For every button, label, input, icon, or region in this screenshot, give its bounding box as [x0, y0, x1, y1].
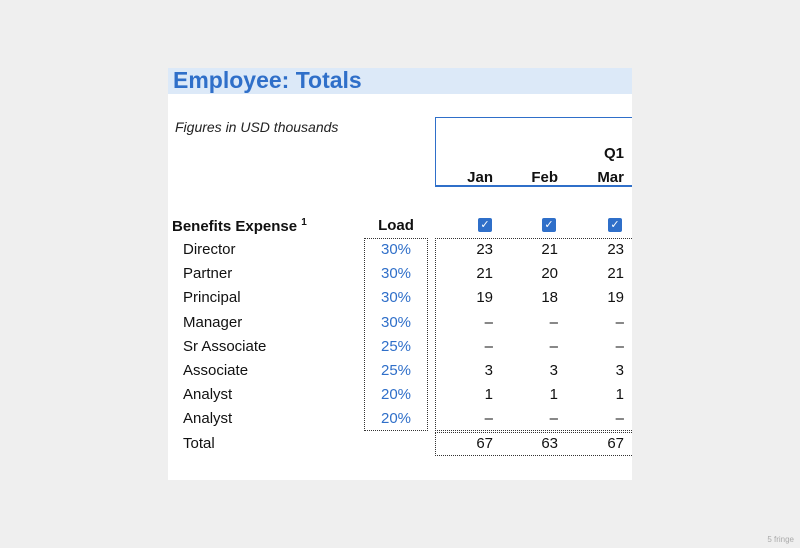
value-cell[interactable]: 3 [549, 362, 558, 379]
value-cell[interactable]: 21 [541, 241, 558, 258]
value-cell[interactable]: – [484, 410, 493, 427]
row-label: Director [183, 241, 236, 258]
value-cell[interactable]: 18 [541, 289, 558, 306]
worksheet-area [168, 68, 632, 480]
row-label: Sr Associate [183, 338, 267, 355]
total-range [435, 432, 632, 456]
load-input-cell[interactable]: 25% [380, 362, 412, 379]
value-cell[interactable]: – [615, 338, 624, 355]
period-header-box [435, 117, 632, 187]
value-cell[interactable]: 3 [484, 362, 493, 379]
value-cell[interactable]: – [549, 314, 558, 331]
load-input-cell[interactable]: 20% [380, 386, 412, 403]
units-note: Figures in USD thousands [175, 119, 339, 135]
value-cell[interactable]: 19 [476, 289, 493, 306]
section-title: Benefits Expense 1 [172, 217, 307, 235]
load-input-cell[interactable]: 30% [380, 314, 412, 331]
checkbox-feb[interactable]: ✓ [542, 218, 556, 232]
load-input-cell[interactable]: 30% [380, 241, 412, 258]
month-mar-header: Mar [597, 169, 624, 186]
value-cell[interactable]: – [549, 410, 558, 427]
row-label: Analyst [183, 410, 233, 427]
section-title-text: Benefits Expense [172, 218, 298, 235]
value-cell[interactable]: – [484, 338, 493, 355]
checkbox-jan[interactable]: ✓ [478, 218, 492, 232]
load-input-cell[interactable]: 25% [380, 338, 412, 355]
checkbox-mar[interactable]: ✓ [608, 218, 622, 232]
value-cell[interactable]: 23 [476, 241, 493, 258]
row-label: Associate [183, 362, 249, 379]
value-cell[interactable]: 21 [607, 265, 624, 282]
total-cell[interactable]: 67 [607, 435, 624, 452]
total-cell[interactable]: 67 [476, 435, 493, 452]
quarter-label: Q1 [603, 145, 624, 162]
value-cell[interactable]: 3 [615, 362, 624, 379]
page-title: Employee: Totals [173, 67, 362, 93]
values-range [435, 238, 632, 431]
total-cell[interactable]: 63 [541, 435, 558, 452]
value-cell[interactable]: – [484, 314, 493, 331]
load-input-cell[interactable]: 20% [380, 410, 412, 427]
row-label: Principal [183, 289, 241, 306]
month-jan-header: Jan [467, 169, 493, 186]
value-cell[interactable]: 1 [549, 386, 558, 403]
value-cell[interactable]: 23 [607, 241, 624, 258]
month-feb-header: Feb [531, 169, 558, 186]
value-cell[interactable]: – [615, 314, 624, 331]
value-cell[interactable]: 20 [541, 265, 558, 282]
value-cell[interactable]: 1 [615, 386, 624, 403]
load-column-header: Load [378, 217, 414, 234]
value-cell[interactable]: 19 [607, 289, 624, 306]
row-label: Analyst [183, 386, 233, 403]
row-label: Manager [183, 314, 243, 331]
row-label: Partner [183, 265, 233, 282]
value-cell[interactable]: 1 [484, 386, 493, 403]
total-label: Total [183, 435, 215, 452]
load-input-cell[interactable]: 30% [380, 265, 412, 282]
load-input-cell[interactable]: 30% [380, 289, 412, 306]
value-cell[interactable]: – [549, 338, 558, 355]
load-input-range [364, 238, 428, 431]
value-cell[interactable]: 21 [476, 265, 493, 282]
title-band [168, 68, 632, 94]
footnote-marker: 1 [301, 217, 307, 228]
watermark: 5 fringe [767, 535, 794, 544]
value-cell[interactable]: – [615, 410, 624, 427]
